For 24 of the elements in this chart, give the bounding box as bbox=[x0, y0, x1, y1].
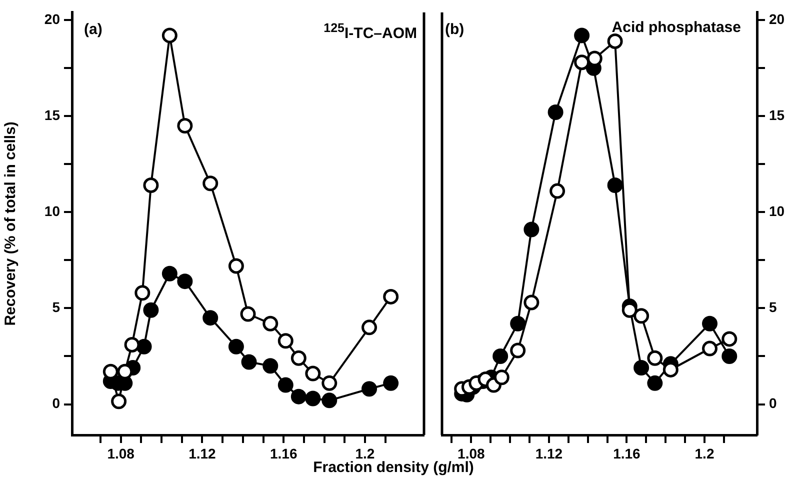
y-tick-label: 20 bbox=[44, 10, 60, 27]
y-tick-label: 20 bbox=[769, 10, 785, 27]
x-tick-label: 1.12 bbox=[535, 445, 563, 462]
x-axis-title: Fraction density (g/ml) bbox=[313, 459, 474, 476]
y-tick-label: 0 bbox=[52, 395, 60, 412]
annotation: (a) bbox=[84, 21, 102, 38]
x-tick-label: 1.16 bbox=[613, 445, 641, 462]
y-tick-label: 5 bbox=[769, 299, 777, 316]
y-tick-label: 5 bbox=[52, 299, 60, 316]
y-tick-label: 15 bbox=[769, 106, 785, 123]
x-tick-label: 1.16 bbox=[270, 445, 298, 462]
x-tick-label: 1.08 bbox=[107, 445, 135, 462]
annotation: (b) bbox=[445, 21, 464, 38]
x-tick-label: 1.2 bbox=[694, 445, 714, 462]
y-tick-label: 10 bbox=[44, 203, 60, 220]
y-tick-label: 0 bbox=[769, 395, 777, 412]
annotation: $^{125}$I-TC–AOM bbox=[324, 20, 417, 42]
x-tick-label: 1.2 bbox=[355, 445, 375, 462]
y-axis-title: Recovery (% of total in cells) bbox=[2, 122, 20, 326]
y-tick-label: 15 bbox=[44, 106, 60, 123]
annotation: Acid phosphatase bbox=[612, 19, 741, 36]
x-tick-label: 1.08 bbox=[458, 445, 486, 462]
x-tick-label: 1.12 bbox=[188, 445, 216, 462]
y-tick-label: 10 bbox=[769, 203, 785, 220]
